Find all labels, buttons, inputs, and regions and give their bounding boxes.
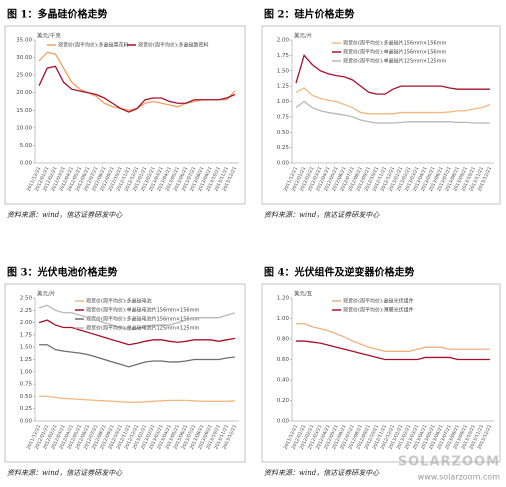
y-tick-label: 0.00 [277, 419, 290, 425]
y-unit: 美元/千克 [37, 32, 61, 40]
y-tick-label: 2.00 [277, 38, 290, 44]
source-note: 资料来源：wind，信达证券研发中心 [7, 469, 123, 477]
y-tick-label: 1.75 [277, 53, 290, 59]
y-tick-label: 1.50 [20, 345, 33, 351]
y-tick-label: 15.00 [16, 108, 32, 114]
y-tick-label: 0.50 [20, 394, 33, 400]
watermark-url: www.solarzoom.com [418, 473, 501, 482]
y-tick-label: 0.75 [277, 114, 290, 120]
chart-title: 图 2：硅片价格走势 [264, 8, 354, 21]
y-tick-label: 0.60 [277, 357, 290, 363]
chart-frame [261, 283, 501, 463]
source-note: 资料来源：wind，信达证券研发中心 [264, 469, 380, 477]
chart-frame [261, 25, 501, 205]
series-line [295, 87, 491, 115]
y-tick-label: 0.00 [20, 419, 33, 425]
y-tick-label: 1.20 [277, 296, 290, 302]
y-tick-label: 1.25 [20, 357, 33, 363]
series-line [296, 322, 490, 352]
legend-label: 现货价(周平均价):多晶硅致密料 [138, 42, 209, 49]
y-tick-label: 2.00 [20, 320, 33, 326]
legend-label: 现货价(周平均价):单晶硅片125mm×125mm [343, 58, 446, 65]
series-line [38, 319, 236, 346]
legend-label: 现货价(周平均价):单晶硅电池片156mm×156mm [86, 307, 199, 314]
y-tick-label: 0.80 [277, 337, 290, 343]
y-tick-label: 1.00 [20, 369, 33, 375]
legend-label: 现货价(周平均价):单晶硅电池片125mm×125mm [86, 325, 199, 332]
y-tick-label: 1.25 [277, 84, 290, 90]
series-line [39, 344, 235, 368]
legend-label: 现货价(周平均价):多晶硅电池片156mm×156mm [86, 316, 199, 323]
y-tick-label: 5.00 [20, 143, 33, 149]
y-tick-label: 0.00 [277, 161, 290, 167]
legend-label: 现货价(周平均价):多晶硅电池 [86, 298, 152, 305]
chart-title: 图 3：光伏电池价格走势 [7, 266, 117, 279]
chart-frame [4, 283, 246, 463]
series-line [295, 54, 490, 95]
legend-label: 现货价(周平均价):多晶硅菜花料 [58, 42, 129, 49]
y-tick-label: 0.75 [20, 382, 33, 388]
y-unit: 美元/片 [37, 290, 55, 298]
series-line [38, 51, 236, 111]
series-line [38, 304, 236, 331]
legend-label: 现货价(周平均价):单晶硅片156mm×156mm [343, 49, 446, 56]
y-unit: 美元/瓦 [294, 290, 313, 298]
series-line [296, 340, 490, 361]
y-unit: 美元/片 [294, 32, 312, 40]
chart-title: 图 1：多晶硅价格走势 [7, 8, 107, 21]
source-note: 资料来源：wind，信达证券研发中心 [264, 211, 380, 219]
y-tick-label: 1.75 [20, 332, 33, 338]
y-tick-label: 10.00 [16, 125, 32, 131]
source-note: 资料来源：wind，信达证券研发中心 [7, 211, 123, 219]
y-tick-label: 2.25 [20, 308, 33, 314]
y-tick-label: 0.25 [277, 145, 290, 151]
series-line [39, 395, 235, 403]
legend-label: 现货价(周平均价):晶硅光伏组件 [343, 298, 414, 305]
y-tick-label: 1.00 [277, 316, 290, 322]
chart-title: 图 4：光伏组件及逆变器价格走势 [264, 266, 414, 279]
y-tick-label: 1.50 [277, 68, 290, 74]
y-tick-label: 0.00 [20, 161, 33, 167]
y-tick-label: 30.00 [16, 55, 32, 61]
y-tick-label: 0.40 [277, 378, 290, 384]
y-tick-label: 25.00 [16, 73, 32, 79]
y-tick-label: 0.20 [277, 398, 290, 404]
chart-frame [4, 25, 246, 205]
y-tick-label: 0.50 [277, 130, 290, 136]
y-tick-label: 2.50 [20, 296, 33, 302]
y-tick-label: 0.25 [20, 406, 33, 412]
legend-label: 现货价(周平均价):薄膜光伏组件 [343, 307, 414, 314]
y-tick-label: 20.00 [16, 90, 32, 96]
series-line [295, 100, 490, 124]
y-tick-label: 35.00 [16, 38, 32, 44]
series-line [38, 65, 236, 113]
y-tick-label: 1.00 [277, 99, 290, 105]
legend-label: 现货价(周平均价):多晶硅片156mm×156mm [343, 40, 446, 47]
